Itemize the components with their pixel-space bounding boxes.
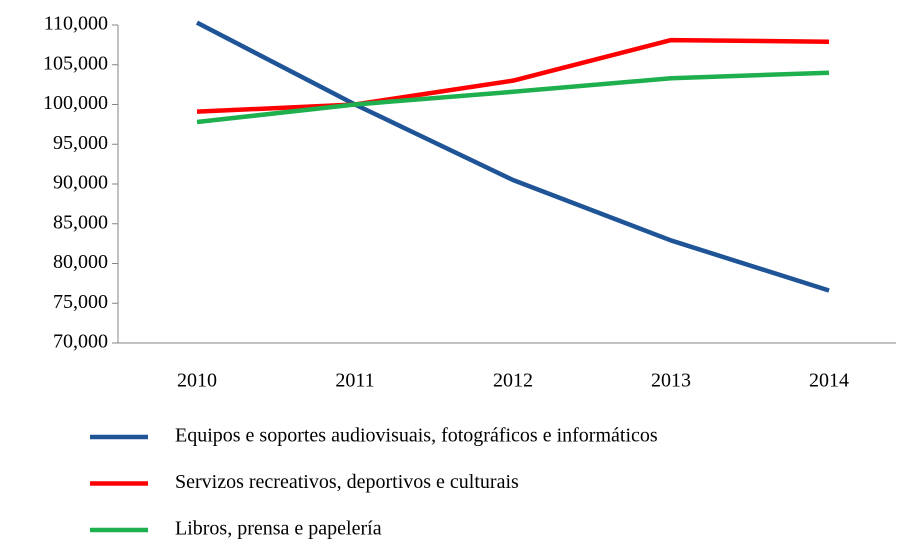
x-tick-label: 2012 xyxy=(493,370,533,392)
series-line xyxy=(196,37,830,114)
x-tick-label: 2014 xyxy=(809,370,849,392)
legend-label: Servizos recreativos, deportivos e cultu… xyxy=(175,471,519,493)
x-tick-label: 2010 xyxy=(177,370,217,392)
y-tick-label: 70,000 xyxy=(53,331,108,353)
y-tick-label: 80,000 xyxy=(53,251,108,273)
legend-label: Libros, prensa e papelería xyxy=(175,518,382,540)
y-tick-label: 75,000 xyxy=(53,291,108,313)
x-tick-label: 2011 xyxy=(335,370,374,392)
y-tick-label: 85,000 xyxy=(53,211,108,233)
y-tick-label: 95,000 xyxy=(53,132,108,154)
series-line xyxy=(196,70,830,125)
y-tick-label: 110,000 xyxy=(44,13,108,35)
y-tick-label: 105,000 xyxy=(43,52,108,74)
x-tick-label: 2013 xyxy=(651,370,691,392)
series-line xyxy=(195,20,830,293)
legend-label: Equipos e soportes audiovisuais, fotográ… xyxy=(175,425,658,447)
y-tick-label: 90,000 xyxy=(53,172,108,194)
y-tick-label: 100,000 xyxy=(43,92,108,114)
